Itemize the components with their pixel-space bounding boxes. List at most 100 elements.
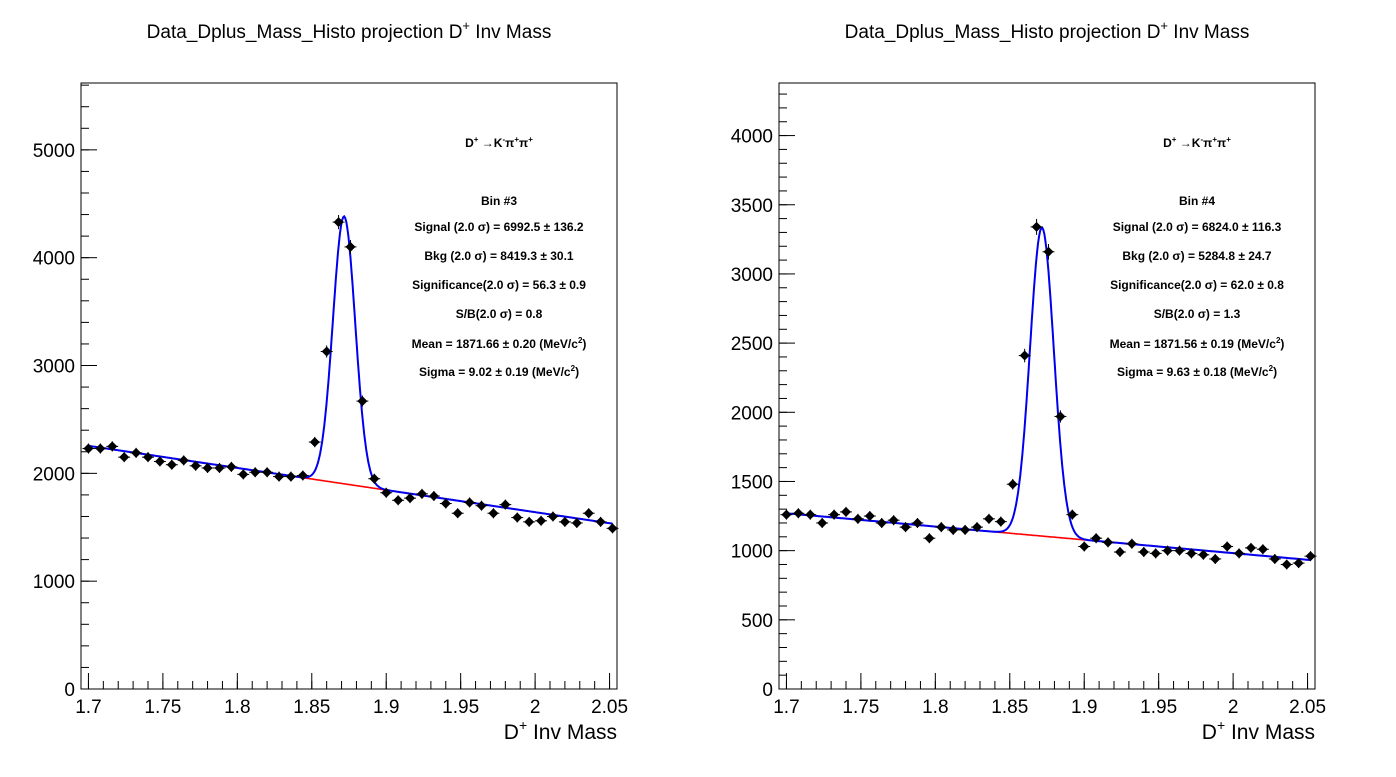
y-tick-label: 5000: [33, 141, 75, 162]
y-tick-label: 500: [741, 611, 773, 632]
data-marker: [95, 443, 106, 454]
bkg-label: Bkg (2.0 σ) = 8419.3 ± 30.1: [424, 249, 574, 263]
data-point: [982, 513, 995, 524]
data-point: [547, 511, 559, 522]
data-marker: [1103, 537, 1114, 548]
x-tick-label: 1.95: [1140, 697, 1177, 718]
data-marker: [357, 396, 368, 407]
data-marker: [488, 508, 499, 519]
data-point: [475, 500, 488, 511]
data-marker: [1043, 246, 1054, 257]
data-point: [1209, 553, 1222, 564]
bkg-label: Bkg (2.0 σ) = 5284.8 ± 24.7: [1122, 249, 1272, 263]
data-point: [320, 345, 333, 358]
mean-label: Mean = 1871.56 ± 0.19 (MeV/c2): [1110, 336, 1285, 351]
sigma-label: Sigma = 9.63 ± 0.18 (MeV/c2): [1117, 364, 1277, 379]
data-marker: [1150, 548, 1161, 559]
data-marker: [416, 488, 427, 499]
data-marker: [1055, 411, 1066, 422]
plot-frame: [80, 82, 618, 690]
data-marker: [1091, 533, 1102, 544]
data-marker: [547, 511, 558, 522]
data-marker: [1269, 553, 1280, 564]
data-marker: [607, 523, 618, 534]
data-marker: [793, 508, 804, 519]
data-marker: [405, 493, 416, 504]
data-point: [118, 452, 131, 463]
data-point: [1292, 558, 1305, 569]
data-point: [863, 511, 876, 522]
data-marker: [333, 217, 344, 228]
total-fit-curve: [88, 214, 613, 525]
data-marker: [1079, 541, 1090, 552]
data-point: [558, 516, 571, 527]
data-point: [816, 517, 829, 528]
data-marker: [274, 471, 285, 482]
data-marker: [83, 443, 94, 454]
x-tick-label: 1.8: [922, 697, 948, 718]
data-point: [1304, 551, 1317, 562]
data-marker: [1174, 545, 1185, 556]
y-tick-label: 1500: [731, 472, 773, 493]
decay-label: D+ →K-π+π+: [465, 135, 533, 150]
data-point: [1042, 244, 1055, 260]
data-marker: [829, 509, 840, 520]
data-marker: [852, 513, 863, 524]
x-tick-label: 1.9: [373, 697, 399, 718]
x-tick-label: 2: [1228, 697, 1239, 718]
data-marker: [805, 509, 816, 520]
data-point: [427, 490, 440, 501]
data-point: [523, 516, 536, 527]
y-tick-label: 3000: [33, 357, 75, 378]
data-point: [1090, 533, 1103, 544]
data-point: [296, 470, 309, 481]
data-point: [570, 517, 583, 528]
data-marker: [1031, 221, 1042, 232]
data-marker: [1114, 547, 1125, 558]
data-point: [380, 487, 393, 498]
data-point: [594, 516, 607, 527]
data-point: [142, 452, 154, 463]
data-point: [1173, 545, 1186, 556]
data-point: [851, 513, 864, 524]
data-point: [828, 509, 841, 520]
signal-label: Signal (2.0 σ) = 6992.5 ± 136.2: [414, 220, 584, 234]
data-marker: [571, 517, 582, 528]
data-marker: [1281, 559, 1292, 570]
data-point: [249, 467, 262, 478]
data-point: [416, 488, 428, 499]
data-marker: [983, 513, 994, 524]
data-point: [899, 522, 912, 533]
data-marker: [583, 508, 594, 519]
data-point: [971, 522, 983, 533]
data-point: [1006, 478, 1019, 490]
data-marker: [345, 241, 356, 252]
data-marker: [297, 470, 308, 481]
data-point: [308, 436, 321, 448]
y-tick-label: 1000: [33, 572, 75, 593]
sigma-label: Sigma = 9.02 ± 0.19 (MeV/c2): [419, 364, 579, 379]
data-marker: [238, 469, 249, 480]
x-tick-label: 1.85: [293, 697, 330, 718]
x-tick-label: 1.75: [842, 697, 879, 718]
data-point: [535, 515, 548, 526]
x-tick-label: 1.8: [224, 697, 250, 718]
y-tick-label: 4000: [731, 127, 773, 148]
data-marker: [1257, 544, 1268, 555]
data-point: [332, 215, 345, 230]
data-marker: [1138, 547, 1149, 558]
data-marker: [309, 437, 320, 448]
data-marker: [250, 467, 261, 478]
data-marker: [972, 522, 983, 533]
data-point: [780, 509, 793, 520]
data-marker: [440, 498, 451, 509]
sb-label: S/B(2.0 σ) = 1.3: [1154, 307, 1241, 321]
data-point: [1280, 559, 1293, 570]
chart-panel-2: Data_Dplus_Mass_Histo projection D+ Inv …: [731, 18, 1326, 744]
data-point: [213, 462, 226, 473]
data-point: [582, 508, 595, 519]
data-point: [1268, 553, 1281, 564]
data-point: [94, 443, 107, 454]
data-marker: [536, 515, 547, 526]
